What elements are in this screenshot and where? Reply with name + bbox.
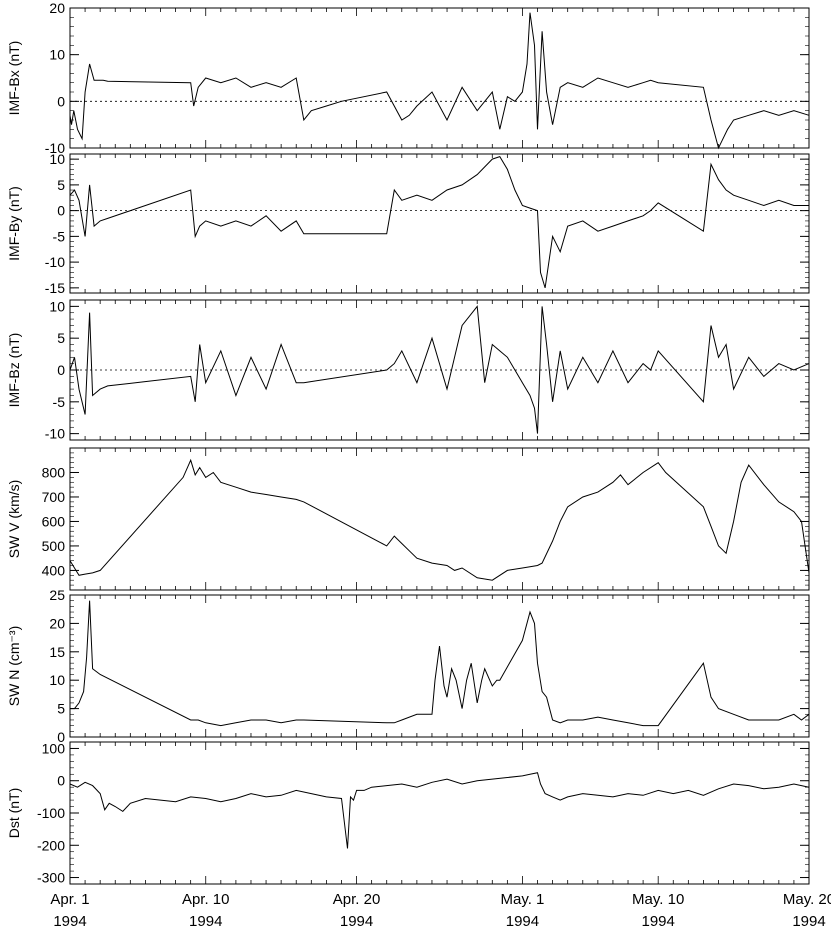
panel-3-frame [69,447,810,591]
panel-1-y-tick-label: -10 [45,254,65,270]
panel-1-y-tick-label: 5 [57,177,65,193]
x-tick-label-1: Apr. 10 [182,891,230,908]
panel-2-series-line [69,305,810,434]
panel-2-y-tick-label: 10 [49,298,65,314]
panel-0-y-axis-label: IMF-Bx (nT) [6,41,22,116]
panel-2-y-tick-label: 0 [57,362,65,378]
panel-1-y-tick-label: 10 [49,151,65,167]
panel-4-y-tick-label: 15 [49,644,65,660]
panel-0-series-line [69,12,810,150]
panel-2-y-axis-label: IMF-Bz (nT) [6,333,22,408]
x-tick-label-0: Apr. 1 [50,891,89,908]
panel-4-y-tick-label: 0 [57,729,65,745]
panel-2-y-tick-label: -10 [45,426,65,442]
panel-1-y-tick-label: -15 [45,280,65,296]
panel-3-y-tick-label: 400 [42,562,66,578]
panel-0-y-tick-label: 10 [49,47,65,63]
panel-4-y-tick-label: 25 [49,587,65,603]
panel-5-y-tick-label: -300 [37,870,65,886]
panel-1-series-line [69,155,809,289]
panel-3-y-tick-label: 800 [42,464,66,480]
panel-3-y-tick-label: 700 [42,489,66,505]
x-tick-year-3: 1994 [506,913,539,930]
panel-0-y-tick-label: 0 [57,93,65,109]
x-tick-year-0: 1994 [53,913,86,930]
panel-4-y-axis-label: SW N (cm⁻³) [6,626,22,706]
panel-4-series-line [70,600,810,727]
panel-5-y-tick-label: 100 [42,740,66,756]
panel-0-y-tick-label: -10 [45,140,65,156]
panel-2-y-tick-label: -5 [53,394,66,410]
x-tick-year-1: 1994 [189,913,222,930]
panel-4-y-tick-label: 5 [57,701,65,717]
x-tick-label-2: Apr. 20 [333,891,381,908]
panel-1-y-axis-label: IMF-By (nT) [6,186,22,261]
x-tick-year-5: 1994 [792,913,825,930]
panel-5-y-tick-label: 0 [57,773,65,789]
panel-1-frame [69,153,810,294]
panel-3-y-axis-label: SW V (km/s) [6,480,22,559]
panel-5-frame [69,741,810,885]
panel-1-y-tick-label: -5 [53,228,66,244]
x-tick-year-4: 1994 [641,913,674,930]
panel-1-y-tick-label: 0 [57,203,65,219]
panel-3-y-tick-label: 500 [42,538,66,554]
panel-5-series-line [69,772,810,849]
panel-3-y-tick-label: 600 [42,513,66,529]
panel-0-y-tick-label: 20 [49,0,65,16]
panel-3-series-line [69,458,810,581]
x-tick-label-5: May. 20 [783,891,831,908]
panel-0-frame [69,7,810,149]
panel-5-y-axis-label: Dst (nT) [6,788,22,839]
panel-4-y-tick-label: 20 [49,615,65,631]
panel-5-y-tick-label: -200 [37,837,65,853]
panel-4-frame [69,594,810,738]
panel-2-y-tick-label: 5 [57,330,65,346]
x-tick-year-2: 1994 [340,913,373,930]
panel-5-y-tick-label: -100 [37,805,65,821]
x-tick-label-4: May. 10 [632,891,684,908]
panel-4-y-tick-label: 10 [49,672,65,688]
x-tick-label-3: May. 1 [500,891,544,908]
